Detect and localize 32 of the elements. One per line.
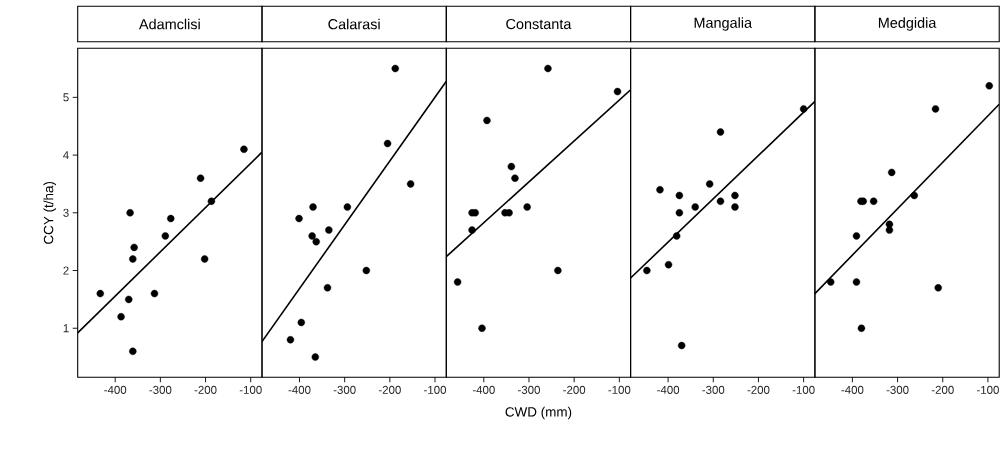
x-tick-label: -300 [702, 385, 725, 394]
y-tick-label: 4 [63, 151, 69, 160]
x-tick-label: -400 [472, 385, 495, 394]
x-tick-label: -100 [608, 385, 631, 394]
chart-title: Adamclisi [138, 18, 200, 30]
y-tick-label: 3 [63, 208, 69, 217]
x-tick-label: -200 [931, 385, 954, 394]
x-tick-label: -400 [288, 385, 311, 394]
y-tick-label: 2 [63, 266, 69, 275]
chart-title: Constanta [506, 18, 572, 30]
chart-title: Medgidia [878, 17, 937, 31]
y-tick-label: 5 [63, 93, 69, 102]
x-tick-label: -100 [976, 385, 999, 394]
x-tick-label: -300 [518, 385, 540, 394]
y-axis-title: CCY (t/ha) [43, 181, 56, 244]
x-tick-label: -100 [239, 385, 262, 394]
x-tick-label: -200 [563, 385, 586, 394]
chart-title: Calarasi [328, 18, 380, 30]
x-tick-label: -300 [149, 385, 172, 394]
x-axis-title: CWD (mm) [505, 406, 572, 420]
x-tick-label: -300 [333, 385, 356, 394]
x-tick-label: -100 [792, 385, 815, 394]
x-tick-label: -200 [194, 385, 217, 394]
x-tick-label: -100 [424, 385, 447, 394]
x-tick-label: -400 [104, 385, 127, 394]
x-tick-label: -400 [657, 385, 680, 394]
chart-title: Mangalia [694, 17, 753, 31]
x-tick-label: -200 [747, 385, 770, 394]
x-tick-label: -200 [378, 385, 401, 394]
x-tick-label: -300 [886, 385, 909, 394]
x-tick-label: -400 [841, 385, 864, 394]
y-tick-label: 1 [63, 324, 69, 333]
